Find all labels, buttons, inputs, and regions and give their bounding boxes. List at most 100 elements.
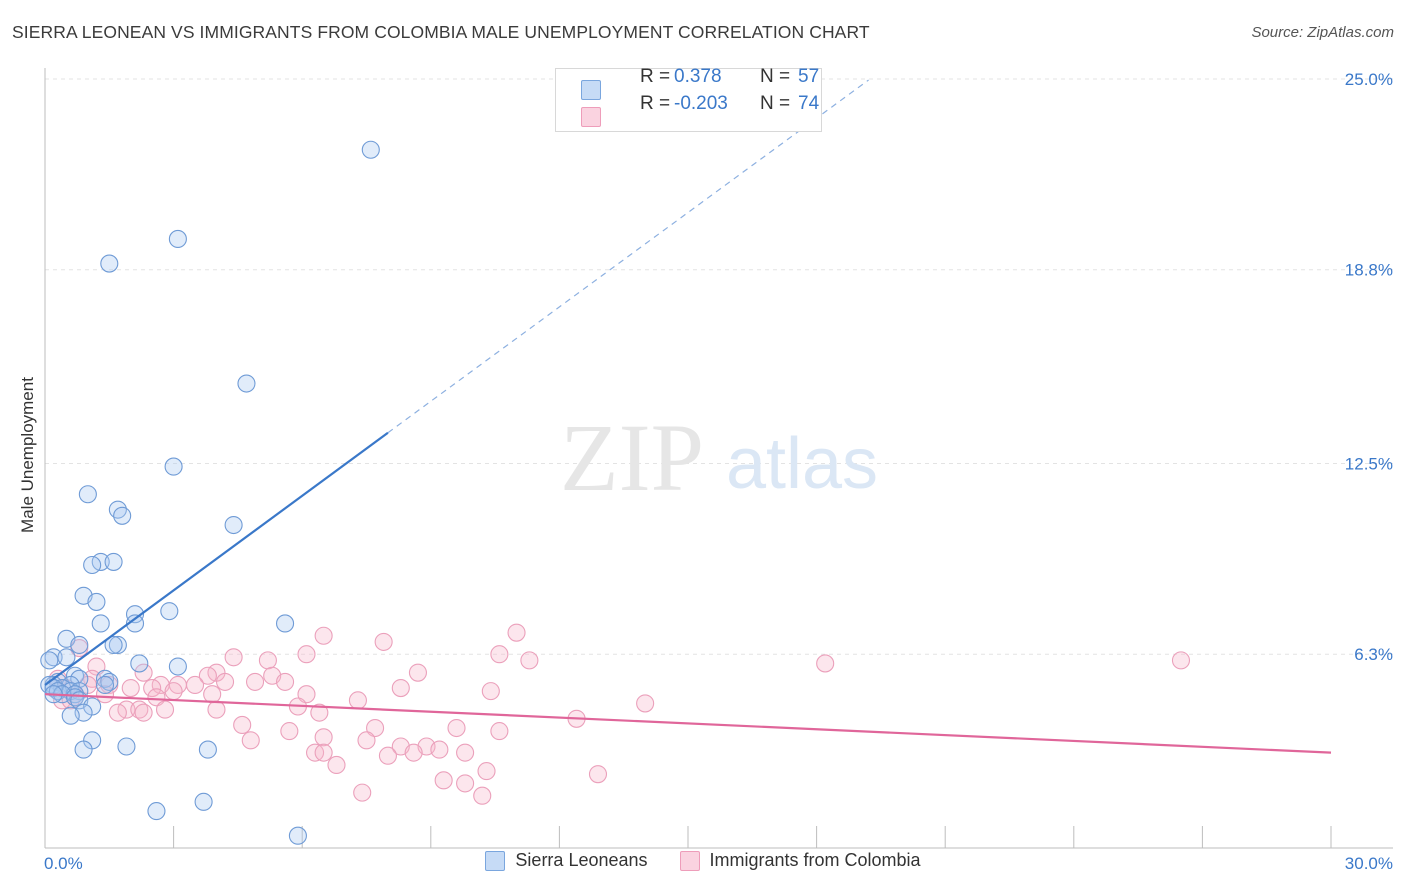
data-point-colombia (143, 678, 162, 698)
data-point-colombia (258, 651, 277, 670)
data-point-colombia (327, 755, 346, 774)
data-point-sierra-leonean (57, 648, 76, 667)
data-point-colombia (408, 663, 427, 682)
x-tick-label: 0.0% (44, 854, 83, 873)
data-point-colombia (147, 688, 166, 707)
legend-label: Immigrants from Colombia (709, 850, 921, 870)
data-point-sierra-leonean (194, 792, 213, 811)
data-point-colombia (357, 731, 376, 750)
data-point-colombia (1171, 651, 1191, 670)
watermark: ZIP atlas (560, 404, 878, 511)
y-tick-label: 6.3% (1354, 645, 1393, 664)
data-point-sierra-leonean (125, 614, 145, 633)
data-point-colombia (490, 722, 509, 741)
legend-item-sierra-leoneans: Sierra Leoneans (485, 850, 648, 871)
data-point-sierra-leonean (100, 254, 119, 273)
data-point-colombia (456, 743, 475, 762)
data-point-sierra-leonean (40, 651, 59, 670)
data-point-sierra-leonean (237, 374, 256, 393)
legend-r-value: 0.378 (674, 66, 722, 87)
data-point-sierra-leonean (91, 614, 110, 633)
trend-lines (44, 79, 1332, 754)
data-point-sierra-leonean (130, 654, 149, 673)
watermark-zip: ZIP (560, 404, 704, 511)
series-colombia-points (48, 623, 1191, 805)
data-point-sierra-leonean (117, 737, 136, 756)
series-legend: Sierra Leoneans Immigrants from Colombia (0, 850, 1406, 871)
data-point-colombia (314, 743, 333, 762)
legend-n-value: 57 (798, 66, 820, 87)
data-point-colombia (297, 645, 316, 664)
data-point-colombia (245, 672, 265, 691)
data-point-colombia (348, 691, 367, 710)
data-point-colombia (280, 722, 299, 741)
data-point-colombia (134, 663, 153, 682)
data-point-sierra-leonean (61, 706, 80, 725)
legend-swatch-blue (581, 80, 601, 100)
data-point-sierra-leonean (224, 515, 243, 535)
data-point-colombia (314, 626, 333, 645)
data-point-colombia (314, 728, 333, 747)
data-point-colombia (353, 783, 372, 802)
data-point-colombia (297, 685, 316, 704)
y-tick-label: 18.8% (1345, 261, 1393, 280)
data-point-sierra-leonean (104, 635, 123, 655)
legend-r-value: -0.203 (674, 93, 728, 114)
data-point-colombia (391, 678, 410, 698)
y-tick-label: 25.0% (1345, 70, 1393, 89)
data-point-colombia (430, 740, 449, 759)
source-attribution: Source: ZipAtlas.com (1251, 24, 1394, 41)
data-point-colombia (134, 703, 153, 722)
data-point-sierra-leonean (160, 602, 179, 621)
data-point-colombia (374, 632, 393, 651)
data-point-colombia (456, 774, 475, 793)
data-point-colombia (473, 786, 492, 805)
data-point-colombia (310, 703, 329, 722)
data-point-colombia (108, 703, 127, 722)
data-point-colombia (366, 718, 385, 738)
data-point-sierra-leonean (113, 506, 132, 525)
data-point-colombia (164, 682, 183, 701)
data-point-colombia (203, 685, 222, 704)
correlation-legend: R = 0.378 N = 57 R = -0.203 N = 74 (555, 66, 822, 132)
data-point-colombia (224, 648, 243, 667)
data-point-colombia (233, 715, 252, 735)
data-point-colombia (198, 666, 217, 685)
data-point-sierra-leonean (198, 740, 217, 759)
data-point-sierra-leonean (83, 555, 102, 575)
x-tick-label: 30.0% (1345, 854, 1393, 873)
data-point-colombia (185, 675, 205, 695)
tick-labels: 6.3% 12.5% 18.8% 25.0% 0.0% 30.0% (44, 70, 1393, 873)
grid-lines (45, 78, 1393, 655)
legend-swatch-blue (485, 850, 506, 871)
legend-r-label: R = (640, 66, 671, 87)
data-point-colombia (241, 731, 260, 750)
legend-label: Sierra Leoneans (515, 850, 648, 870)
data-point-colombia (447, 718, 466, 738)
data-point-colombia (490, 645, 509, 664)
data-point-sierra-leonean (168, 657, 187, 676)
data-point-colombia (404, 743, 423, 762)
data-point-sierra-leonean (78, 485, 97, 504)
data-point-colombia (477, 762, 496, 781)
data-point-sierra-leonean (74, 740, 93, 759)
data-point-sierra-leonean (104, 552, 123, 571)
trend-line-colombia (44, 693, 1332, 754)
legend-n-value: 74 (798, 93, 820, 114)
data-point-sierra-leonean (70, 635, 89, 655)
data-point-colombia (816, 654, 835, 673)
data-point-colombia (207, 700, 226, 719)
data-point-sierra-leonean (125, 605, 145, 624)
legend-item-colombia: Immigrants from Colombia (679, 850, 921, 871)
legend-r-label: R = (640, 93, 671, 114)
data-point-colombia (507, 623, 526, 642)
data-point-colombia (276, 672, 295, 691)
data-point-colombia (588, 765, 608, 784)
data-point-colombia (636, 694, 655, 713)
legend-n-label: N = (760, 93, 791, 114)
axes (44, 68, 1393, 849)
legend-n-label: N = (760, 66, 791, 87)
y-tick-label: 12.5% (1345, 455, 1393, 474)
data-point-sierra-leonean (164, 457, 183, 476)
